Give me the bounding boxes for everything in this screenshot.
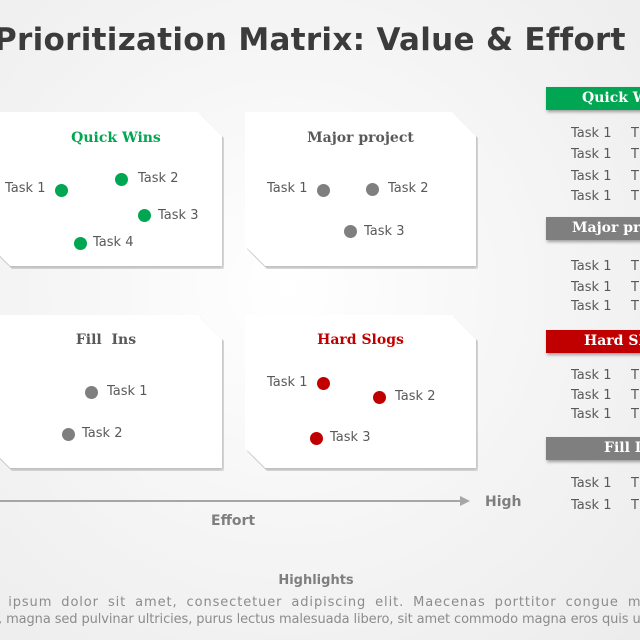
panel-row: Task 1 T	[571, 126, 639, 141]
task-label: Task 2	[138, 171, 179, 186]
task-detail: T	[631, 368, 639, 383]
task-detail: T	[631, 126, 639, 141]
task-dot[interactable]	[366, 183, 379, 196]
highlights-line-1: Lorem ipsum dolor sit amet, consectetuer…	[0, 595, 640, 610]
quadrant-title: Fill Ins	[75, 332, 137, 348]
task-detail: T	[631, 476, 639, 491]
task-dot[interactable]	[62, 428, 75, 441]
panel-row: Task 1 T	[571, 259, 639, 274]
effort-axis-line	[0, 500, 462, 502]
task-label: Task 2	[388, 181, 429, 196]
task-name: Task 1	[571, 388, 612, 403]
task-detail: T	[631, 299, 639, 314]
highlights-title: Highlights	[278, 573, 354, 588]
card-hard-slogs: Hard Slogs	[245, 315, 476, 468]
task-label: Task 2	[82, 426, 123, 441]
task-detail: T	[631, 498, 639, 513]
card-fill-ins: Fill Ins	[0, 315, 222, 468]
panel-row: Task 1 T	[571, 498, 639, 513]
panel-row: Task 1 T	[571, 147, 639, 162]
task-name: Task 1	[571, 407, 612, 422]
task-label: Task 2	[395, 389, 436, 404]
task-name: Task 1	[571, 259, 612, 274]
task-dot[interactable]	[115, 173, 128, 186]
task-label: Task 1	[267, 375, 308, 390]
task-dot[interactable]	[373, 391, 386, 404]
panel-header-major-project: Major project	[546, 217, 640, 240]
task-detail: T	[631, 388, 639, 403]
card-quick-wins: Quick Wins	[0, 112, 222, 266]
task-label: Task 1	[267, 181, 308, 196]
panel-row: Task 1 T	[571, 189, 639, 204]
panel-header-fill-ins: Fill Ins	[546, 437, 640, 460]
task-name: Task 1	[571, 280, 612, 295]
page-title: Prioritization Matrix: Value & Effort	[0, 22, 626, 58]
quadrant-title: Major project	[307, 130, 414, 146]
task-detail: T	[631, 259, 639, 274]
task-detail: T	[631, 147, 639, 162]
task-dot[interactable]	[74, 237, 87, 250]
task-name: Task 1	[571, 126, 612, 141]
axis-effort-label: Effort	[211, 513, 256, 529]
panel-row: Task 1 T	[571, 169, 639, 184]
task-dot[interactable]	[317, 184, 330, 197]
quadrant-title: Quick Wins	[71, 130, 161, 146]
task-detail: T	[631, 189, 639, 204]
task-dot[interactable]	[344, 225, 357, 238]
task-dot[interactable]	[138, 209, 151, 222]
task-dot[interactable]	[317, 377, 330, 390]
task-name: Task 1	[571, 189, 612, 204]
task-detail: T	[631, 280, 639, 295]
task-detail: T	[631, 407, 639, 422]
quadrant-title: Hard Slogs	[317, 332, 404, 348]
task-dot[interactable]	[310, 432, 323, 445]
axis-high-label: High	[485, 494, 522, 510]
panel-row: Task 1 T	[571, 388, 639, 403]
panel-row: Task 1 T	[571, 280, 639, 295]
panel-header-hard-slogs: Hard Slogs	[546, 330, 640, 353]
task-dot[interactable]	[85, 386, 98, 399]
task-label: Task 3	[364, 224, 405, 239]
panel-row: Task 1 T	[571, 368, 639, 383]
task-dot[interactable]	[55, 184, 68, 197]
task-name: Task 1	[571, 147, 612, 162]
task-name: Task 1	[571, 498, 612, 513]
task-name: Task 1	[571, 368, 612, 383]
panel-row: Task 1 T	[571, 299, 639, 314]
panel-header-quick-wins: Quick Wins	[546, 87, 640, 110]
task-detail: T	[631, 169, 639, 184]
task-name: Task 1	[571, 476, 612, 491]
arrow-right-icon	[460, 496, 470, 506]
task-label: Task 4	[93, 235, 134, 250]
task-name: Task 1	[571, 169, 612, 184]
panel-row: Task 1 T	[571, 476, 639, 491]
task-label: Task 3	[330, 430, 371, 445]
highlights-text: Lorem ipsum dolor sit amet, consectetuer…	[0, 594, 640, 628]
panel-row: Task 1 T	[571, 407, 639, 422]
task-label: Task 1	[107, 384, 148, 399]
task-label: Task 1	[5, 181, 46, 196]
highlights-line-2: Fusce posuere, magna sed pulvinar ultric…	[0, 612, 640, 627]
task-name: Task 1	[571, 299, 612, 314]
task-label: Task 3	[158, 208, 199, 223]
card-major-project: Major project	[245, 112, 476, 266]
